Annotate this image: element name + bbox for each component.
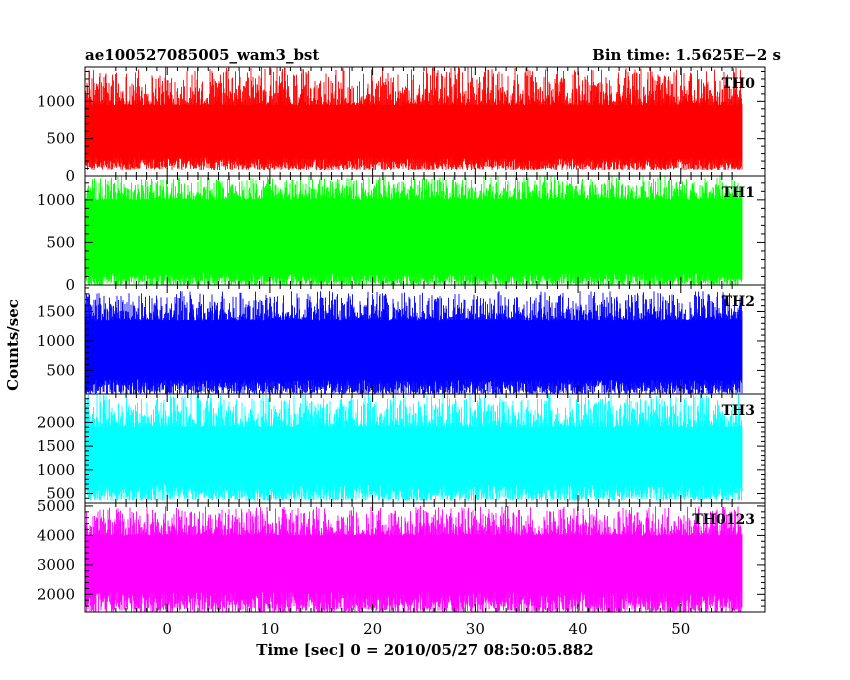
x-axis: 0 10 20 30 40 50 (162, 620, 690, 638)
ytick-label-th0123: 4000 (37, 526, 75, 544)
ytick-label-th2: 500 (46, 361, 75, 379)
xtick-label: 50 (671, 620, 690, 638)
ytick-label-th1: 1000 (37, 191, 75, 209)
panel-th1: 0 500 1000 TH1 (37, 175, 766, 294)
panel-th0123-frame (84, 502, 766, 613)
panel-th2: 500 1000 1500 TH2 (37, 284, 766, 395)
ytick-label-th0123: 2000 (37, 585, 75, 603)
ytick-label-th0: 500 (46, 130, 75, 148)
header-right-title: Bin time: 1.5625E−2 s (592, 46, 781, 64)
ytick-label-th0123: 3000 (37, 556, 75, 574)
panel-th0123: 2000 3000 4000 5000 TH0123 (37, 497, 766, 613)
ytick-label-th3: 1000 (37, 461, 75, 479)
ytick-label-th2: 1000 (37, 332, 75, 350)
panel-th3: 500 1000 1500 2000 TH3 (37, 393, 766, 504)
xtick-label: 40 (569, 620, 588, 638)
panel-th0: 0 500 1000 TH0 (37, 66, 766, 185)
panel-label-th0: TH0 (722, 76, 756, 92)
ytick-label-th2: 1500 (37, 303, 75, 321)
xtick-label: 30 (466, 620, 485, 638)
panel-label-th1: TH1 (722, 185, 755, 201)
series-th0-trace (85, 67, 743, 171)
panel-label-th2: TH2 (722, 294, 755, 310)
series-th2-trace (85, 291, 743, 394)
ytick-label-th3: 1500 (37, 437, 75, 455)
xtick-label: 0 (162, 620, 172, 638)
ytick-label-th1: 0 (65, 276, 75, 294)
y-axis-label: Counts/sec (4, 299, 22, 391)
ytick-label-th1: 500 (46, 233, 75, 251)
ytick-label-th0123: 5000 (37, 497, 75, 515)
panels-group: 0 500 1000 TH0 0 500 1000 TH1 500 1000 1500 TH2 500 1… (37, 66, 766, 613)
series-th1-trace (85, 176, 743, 285)
series-th0123-trace (85, 506, 743, 612)
x-axis-label: Time [sec] 0 = 2010/05/27 08:50:05.882 (256, 641, 593, 659)
xtick-label: 20 (363, 620, 382, 638)
header-left-title: ae100527085005_wam3_bst (85, 46, 319, 64)
ytick-label-th3: 500 (46, 485, 75, 503)
ytick-label-th3: 2000 (37, 413, 75, 431)
ytick-label-th0: 0 (65, 167, 75, 185)
panel-label-th3: TH3 (722, 403, 755, 419)
series-th3-trace (85, 394, 743, 501)
xtick-label: 10 (260, 620, 279, 638)
ytick-label-th0: 1000 (37, 92, 75, 110)
panel-label-th0123: TH0123 (692, 512, 755, 528)
